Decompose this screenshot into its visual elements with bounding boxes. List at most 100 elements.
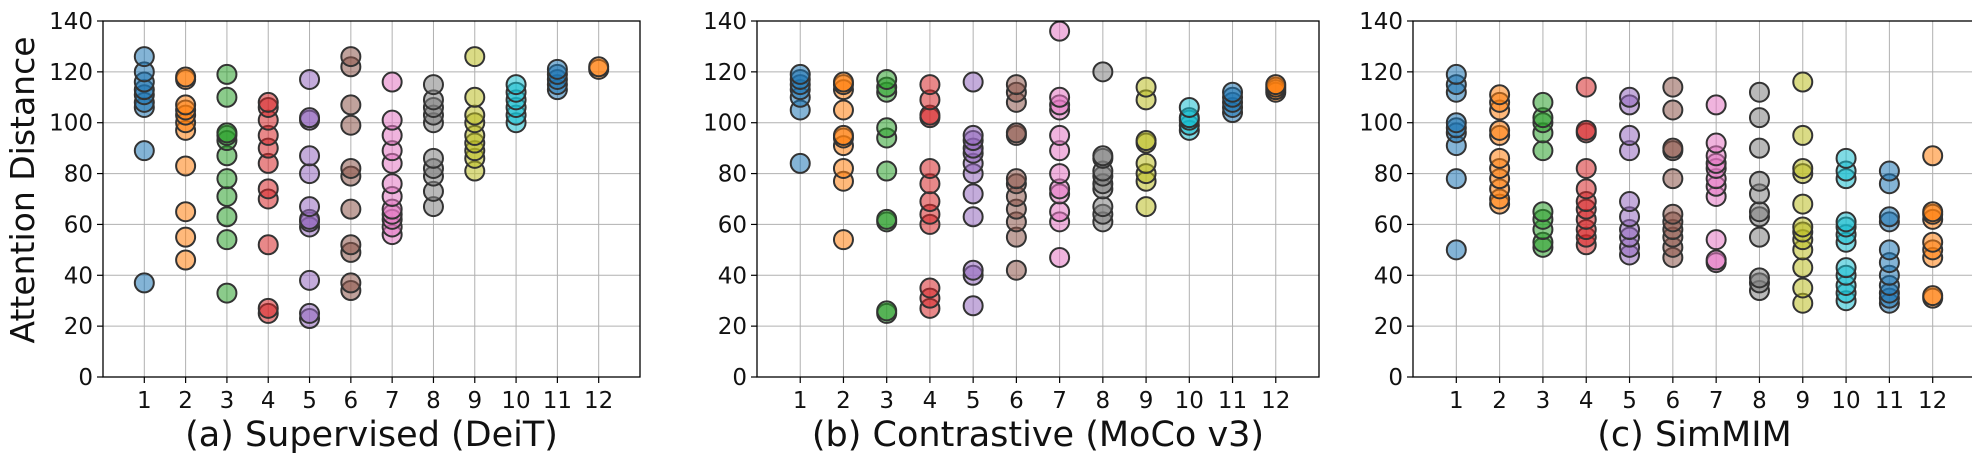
x-tick-label: 12 — [1918, 388, 1947, 414]
data-point — [1049, 20, 1071, 42]
x-tick-label: 4 — [261, 388, 276, 414]
data-point — [919, 277, 941, 299]
y-tick-label: 80 — [718, 162, 747, 188]
data-point — [919, 157, 941, 179]
data-point — [962, 183, 984, 205]
data-point — [505, 74, 527, 96]
x-tick-label: 3 — [879, 388, 894, 414]
y-tick-label: 60 — [718, 212, 747, 238]
data-point — [876, 160, 898, 182]
data-point — [1792, 277, 1814, 299]
plot-frame — [756, 20, 1320, 378]
data-point — [175, 249, 197, 271]
data-point — [1792, 71, 1814, 93]
data-point — [962, 71, 984, 93]
x-tick-label: 12 — [1261, 388, 1290, 414]
data-point — [876, 68, 898, 90]
data-point — [962, 259, 984, 281]
data-point — [299, 107, 321, 129]
x-axis-label: (a) Supervised (DeiT) — [185, 415, 558, 455]
x-tick-label: 10 — [501, 388, 530, 414]
data-point — [340, 272, 362, 294]
data-point — [422, 74, 444, 96]
data-point — [832, 124, 854, 146]
y-tick-label: 60 — [1374, 212, 1403, 238]
x-tick-label: 7 — [1709, 388, 1724, 414]
data-point — [1265, 74, 1287, 96]
data-point — [1878, 160, 1900, 182]
x-tick-label: 5 — [302, 388, 317, 414]
data-point — [175, 66, 197, 88]
data-point — [789, 152, 811, 174]
data-point — [1705, 94, 1727, 116]
data-point — [1662, 137, 1684, 159]
x-tick-label: 8 — [1752, 388, 1767, 414]
data-point — [216, 63, 238, 85]
data-point — [1575, 76, 1597, 98]
data-point — [1748, 170, 1770, 192]
data-point — [1705, 229, 1727, 251]
x-tick-label: 12 — [584, 388, 613, 414]
data-point — [1705, 132, 1727, 154]
x-tick-label: 11 — [1875, 388, 1904, 414]
data-point — [1662, 168, 1684, 190]
data-point — [257, 91, 279, 113]
y-tick-label: 20 — [718, 314, 747, 340]
data-point — [340, 198, 362, 220]
data-point — [1748, 81, 1770, 103]
data-point — [1662, 203, 1684, 225]
y-tick-label: 0 — [78, 365, 93, 391]
data-point — [216, 185, 238, 207]
data-point — [1445, 112, 1467, 134]
data-point — [1049, 163, 1071, 185]
plot-frame — [1412, 20, 1972, 378]
data-point — [1662, 99, 1684, 121]
y-tick-label: 100 — [1359, 111, 1403, 137]
y-tick-label: 80 — [64, 162, 93, 188]
data-point — [1532, 140, 1554, 162]
x-tick-label: 5 — [966, 388, 981, 414]
data-point — [1792, 193, 1814, 215]
data-point — [299, 145, 321, 167]
y-tick-label: 20 — [1374, 314, 1403, 340]
data-point — [1662, 76, 1684, 98]
data-point — [299, 196, 321, 218]
data-point — [1489, 119, 1511, 141]
x-tick-label: 3 — [1536, 388, 1551, 414]
data-point — [832, 229, 854, 251]
x-tick-label: 7 — [1052, 388, 1067, 414]
data-point — [1792, 157, 1814, 179]
data-point — [919, 191, 941, 213]
data-point — [216, 122, 238, 144]
data-point — [1619, 124, 1641, 146]
data-point — [1835, 211, 1857, 233]
data-point — [1748, 107, 1770, 129]
x-axis-label: (b) Contrastive (MoCo v3) — [812, 415, 1264, 455]
x-tick-label: 6 — [1666, 388, 1681, 414]
data-point — [1005, 74, 1027, 96]
data-point — [1489, 147, 1511, 169]
data-point — [1619, 86, 1641, 108]
data-point — [962, 206, 984, 228]
data-point — [381, 173, 403, 195]
data-point — [1878, 206, 1900, 228]
data-point — [919, 74, 941, 96]
data-point — [340, 114, 362, 136]
data-point — [1445, 239, 1467, 261]
data-point — [340, 157, 362, 179]
y-tick-label: 140 — [703, 9, 747, 35]
data-point — [464, 46, 486, 68]
data-point — [1005, 168, 1027, 190]
data-point — [1835, 147, 1857, 169]
y-tick-label: 60 — [64, 212, 93, 238]
data-point — [257, 234, 279, 256]
data-point — [1922, 231, 1944, 253]
data-point — [257, 297, 279, 319]
data-point — [1878, 239, 1900, 261]
data-point — [1135, 196, 1157, 218]
data-point — [1575, 178, 1597, 200]
data-point — [1135, 152, 1157, 174]
data-point — [1748, 137, 1770, 159]
